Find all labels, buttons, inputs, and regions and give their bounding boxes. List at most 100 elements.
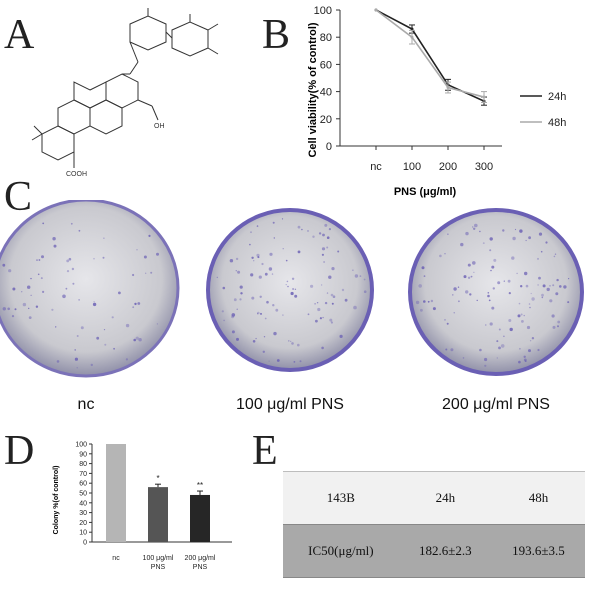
colony-speck: [523, 358, 527, 362]
colony-speck: [473, 271, 475, 273]
colony-speck: [282, 314, 284, 316]
colony-speck: [331, 267, 335, 271]
colony-speck: [90, 363, 94, 367]
dish-100-pns: [206, 208, 374, 372]
colony-speck: [517, 314, 521, 318]
colony-speck: [552, 284, 555, 287]
structure-cooh-label: COOH: [66, 171, 87, 178]
colony-speck: [321, 346, 324, 350]
colony-speck: [420, 308, 423, 312]
colony-speck: [328, 275, 332, 279]
colony-speck: [150, 271, 153, 274]
colony-speck: [137, 302, 141, 305]
colony-speck: [484, 364, 487, 367]
colony-speck: [71, 267, 75, 271]
colony-speck: [52, 237, 56, 241]
colony-speck: [316, 302, 319, 304]
colony-speck: [51, 308, 54, 311]
colony-speck: [78, 299, 80, 301]
colony-speck: [567, 301, 570, 304]
chart-d-y-tick-label: 50: [79, 491, 87, 498]
colony-speck: [239, 298, 242, 301]
colony-speck: [256, 225, 259, 227]
colony-speck: [290, 340, 292, 343]
colony-speck: [508, 292, 511, 295]
table-cell: IC50(μg/ml): [283, 524, 399, 578]
colony-speck: [452, 294, 454, 296]
colony-speck: [103, 237, 105, 239]
colony-speck: [252, 340, 256, 343]
panel-letter-e: E: [252, 428, 278, 474]
colony-speck: [489, 237, 493, 241]
colony-speck: [500, 344, 505, 348]
colony-speck: [557, 325, 559, 328]
colony-speck: [487, 294, 490, 298]
colony-speck: [531, 297, 535, 301]
colony-speck: [145, 272, 147, 274]
colony-speck: [93, 257, 95, 260]
colony-speck: [257, 313, 259, 315]
colony-speck: [320, 284, 323, 286]
colony-speck: [537, 284, 539, 286]
colony-speck: [555, 292, 559, 296]
colony-speck: [297, 250, 301, 254]
colony-speck: [525, 284, 529, 288]
colony-speck: [260, 312, 262, 315]
colony-speck: [229, 259, 234, 263]
colony-speck: [508, 319, 512, 322]
colony-speck: [156, 323, 159, 325]
colony-bar-chart: Colony %(of control) 0 10 20 30 40 50 60 70 80 90…: [53, 442, 232, 571]
colony-speck: [507, 279, 511, 283]
colony-speck: [321, 253, 324, 256]
colony-speck: [258, 275, 262, 279]
colony-speck: [30, 277, 32, 280]
colony-speck: [493, 258, 497, 262]
colony-speck: [8, 269, 12, 273]
colony-speck: [542, 284, 546, 288]
colony-speck: [523, 314, 525, 317]
chart-b-y-tick-label: 0: [326, 141, 332, 153]
colony-speck: [259, 295, 262, 298]
colony-speck: [559, 285, 562, 288]
colony-speck: [40, 277, 43, 280]
colony-speck: [2, 263, 6, 267]
colony-speck: [344, 298, 348, 302]
colony-speck: [11, 315, 15, 318]
colony-speck: [509, 327, 513, 332]
cell-viability-chart: Cell viability(% of control) PNS (μg/ml)…: [307, 5, 566, 198]
colony-speck: [66, 270, 70, 273]
colony-speck: [529, 306, 531, 309]
colony-speck: [537, 348, 540, 352]
table-row: IC50(μg/ml) 182.6±2.3 193.6±3.5: [283, 524, 585, 578]
colony-speck: [529, 340, 532, 342]
colony-speck: [318, 232, 322, 235]
colony-speck: [518, 302, 521, 305]
colony-speck: [538, 276, 541, 280]
colony-speck: [222, 286, 226, 290]
colony-speck: [460, 242, 464, 247]
colony-speck: [285, 284, 287, 286]
colony-speck: [253, 260, 255, 262]
dish-label-nc: nc: [77, 396, 95, 413]
colony-speck: [462, 357, 465, 359]
chart-d-significance: **: [197, 481, 203, 490]
chart-b-series-line: [375, 9, 485, 98]
colony-speck: [288, 340, 290, 342]
colony-speck: [286, 280, 289, 283]
panel-letter-c: C: [4, 174, 33, 220]
colony-speck: [297, 343, 300, 347]
table-header-cell: 24h: [398, 471, 492, 525]
colony-speck: [540, 250, 543, 253]
colony-speck: [484, 357, 488, 362]
colony-speck: [62, 294, 66, 299]
colony-speck: [445, 348, 448, 351]
colony-speck: [490, 269, 492, 272]
colony-speck: [307, 230, 309, 232]
chart-d-y-tick-label: 70: [79, 471, 87, 478]
colony-speck: [432, 307, 436, 311]
colony-speck: [489, 322, 493, 326]
colony-speck: [53, 244, 57, 248]
colony-speck: [453, 312, 455, 314]
colony-speck: [467, 276, 471, 279]
colony-speck: [134, 302, 137, 306]
